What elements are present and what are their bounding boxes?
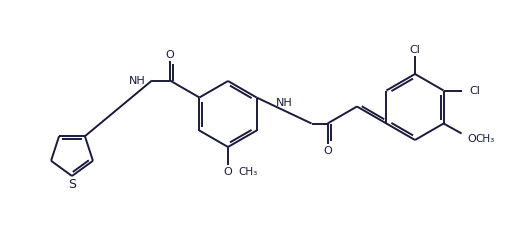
Text: NH: NH	[129, 75, 146, 85]
Text: O: O	[323, 146, 332, 156]
Text: Cl: Cl	[410, 45, 420, 55]
Text: NH: NH	[276, 97, 292, 107]
Text: CH₃: CH₃	[476, 133, 495, 143]
Text: O: O	[468, 133, 477, 143]
Text: O: O	[224, 166, 232, 176]
Text: S: S	[68, 178, 76, 191]
Text: Cl: Cl	[470, 86, 480, 96]
Text: O: O	[166, 49, 174, 59]
Text: CH₃: CH₃	[238, 166, 257, 176]
